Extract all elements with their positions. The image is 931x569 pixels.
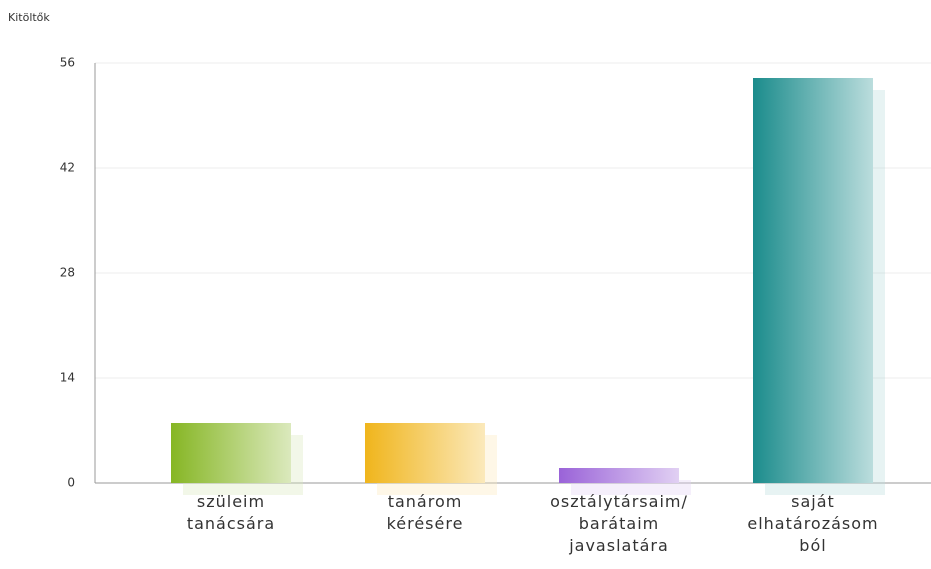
y-axis-label: Kitöltők [8, 11, 50, 24]
bar [559, 468, 679, 483]
y-tick-label: 42 [60, 161, 75, 175]
x-tick-label: osztálytársaim/ barátaim javaslatára [550, 492, 688, 555]
bar [171, 423, 291, 483]
x-tick-label: saját elhatározásom ból [747, 492, 879, 555]
x-tick-label: szüleim tanácsára [186, 492, 276, 533]
x-tick-label: tanárom kérésére [386, 492, 464, 533]
y-tick-label: 0 [67, 476, 75, 490]
bar [753, 78, 873, 483]
y-tick-label: 28 [60, 266, 75, 280]
bar-shadow [571, 480, 691, 495]
y-tick-label: 56 [60, 56, 75, 70]
bar [365, 423, 485, 483]
y-tick-label: 14 [60, 371, 75, 385]
